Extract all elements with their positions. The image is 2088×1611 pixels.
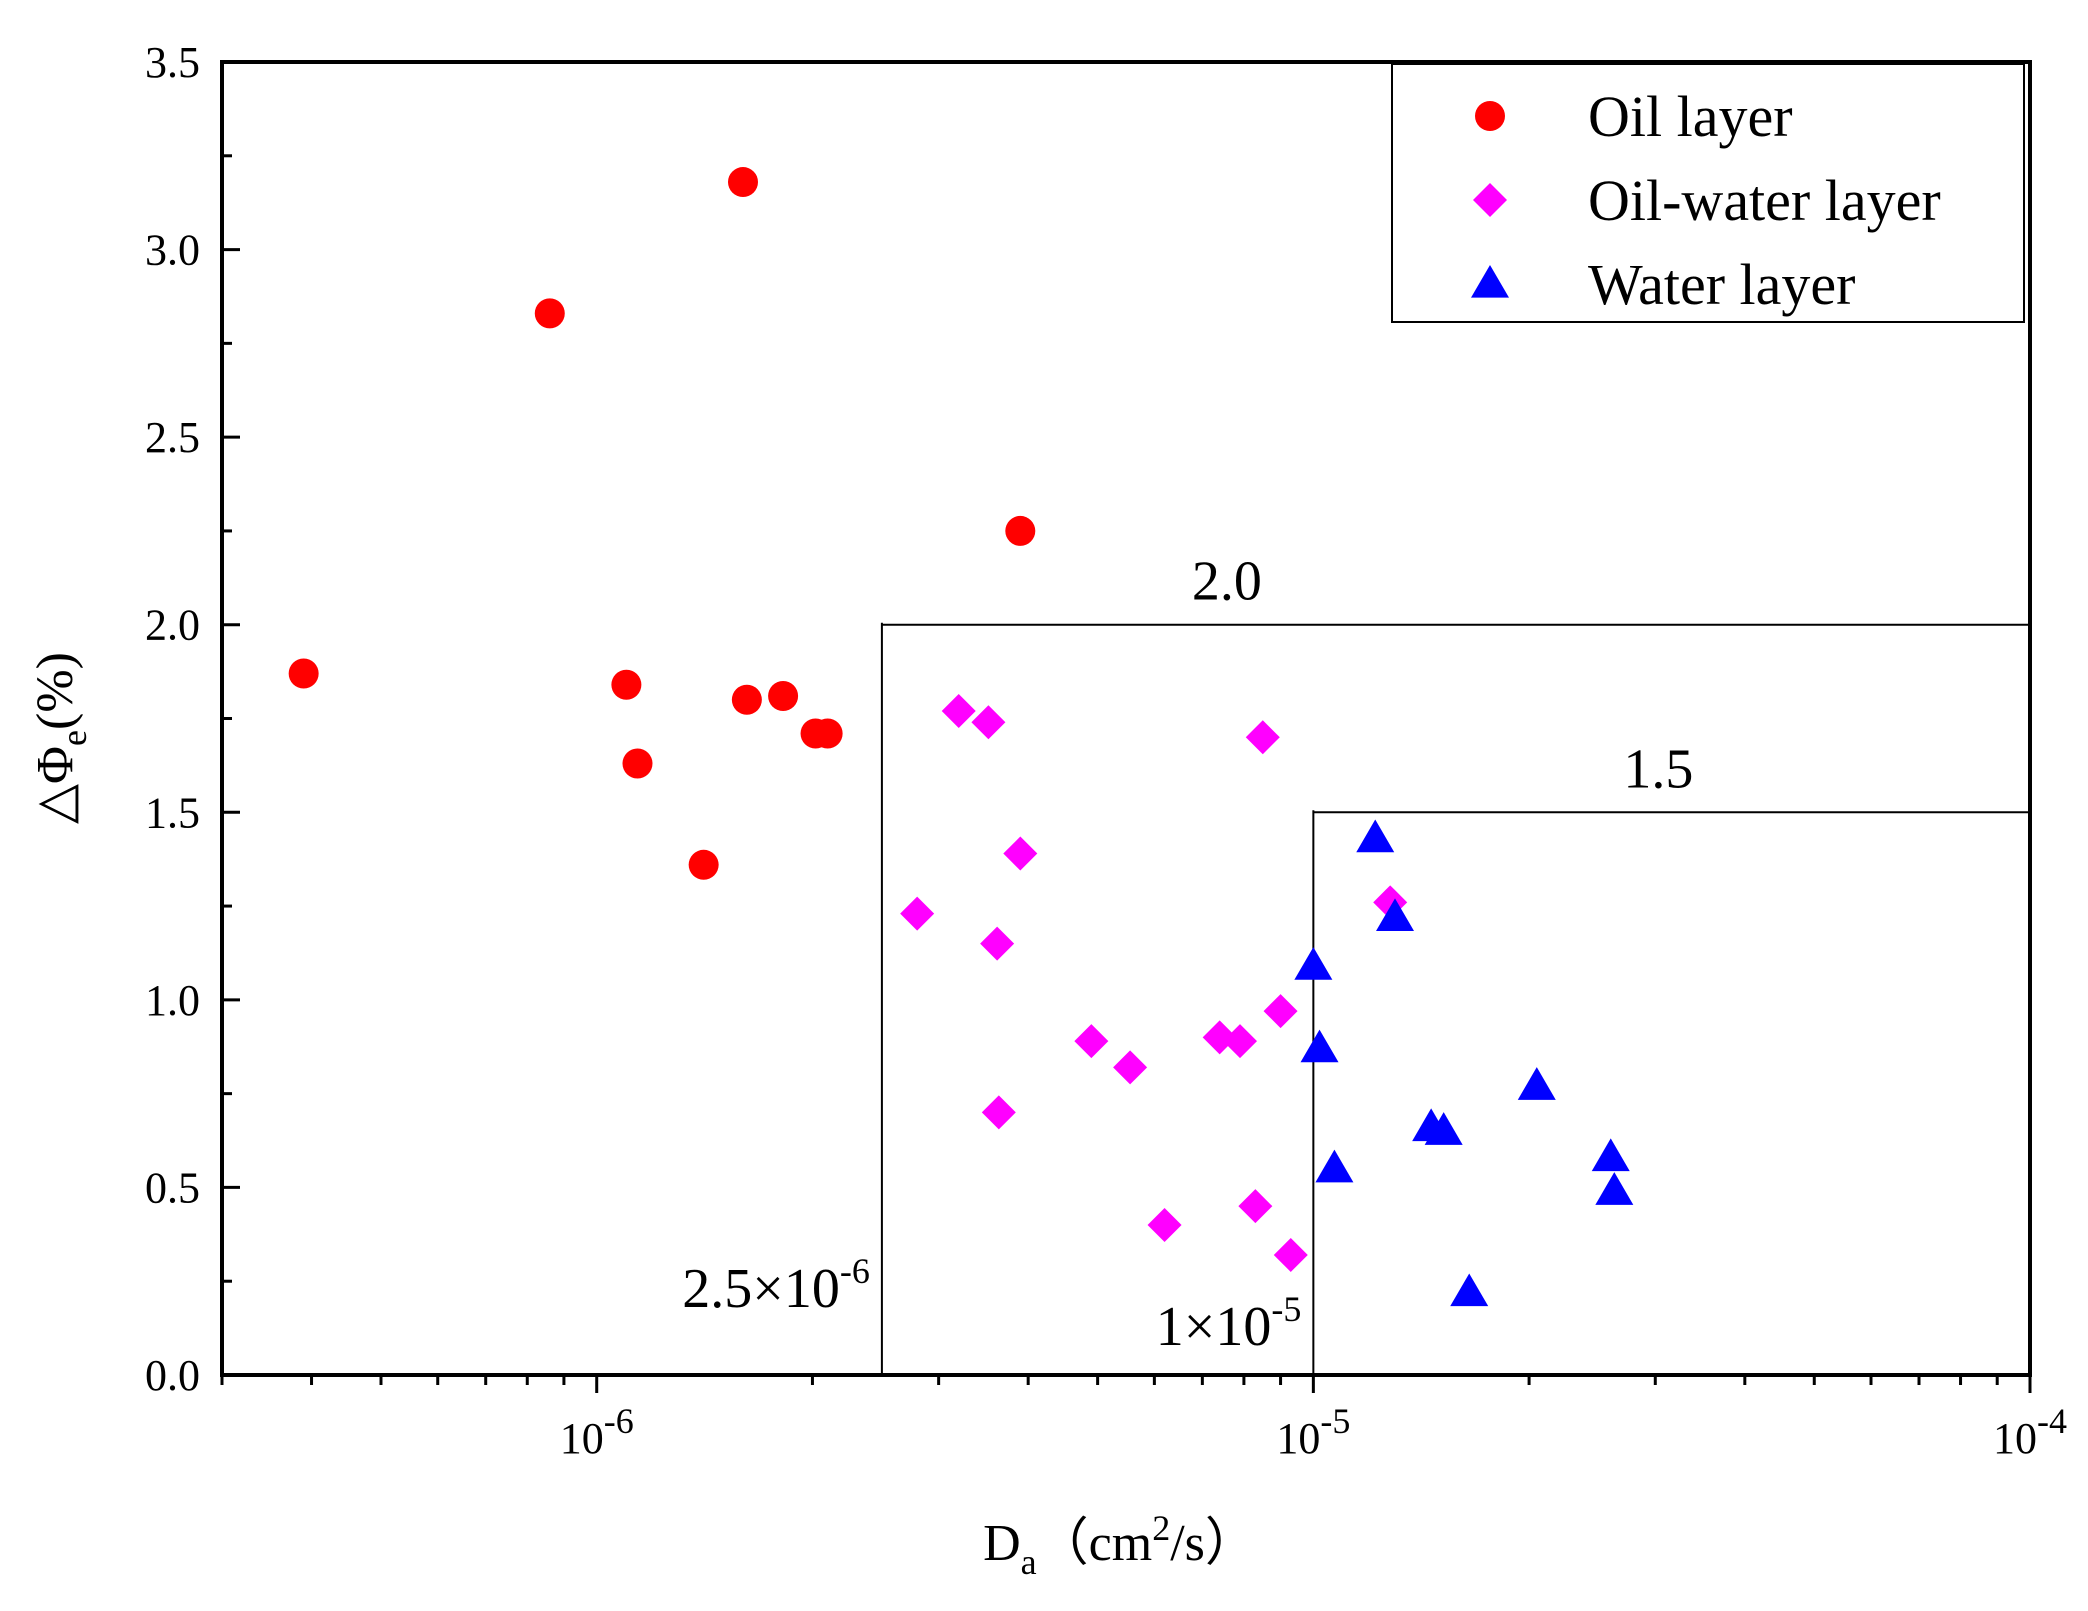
guide-top-label: 2.0 <box>1192 551 1262 613</box>
x-tick-base: 10 <box>1993 1414 2037 1463</box>
data-points <box>288 167 1634 1307</box>
water-layer-point <box>1294 947 1333 980</box>
oil-water-layer-point <box>1238 1189 1273 1224</box>
x-axis-title: Da（cm2/s） <box>983 1508 1257 1582</box>
x-axis-title-unit-close: /s） <box>1170 1515 1257 1572</box>
oil-layer-point <box>611 669 642 700</box>
guide-x-label: 2.5×10-6 <box>682 1251 870 1320</box>
y-tick-label: 2.0 <box>145 601 200 650</box>
y-axis-ticks: 0.0 0.5 1.0 1.5 2.0 2.5 3.0 3.5 <box>145 38 240 1400</box>
guide-x-label: 1×10-5 <box>1156 1289 1302 1358</box>
oil-water-layer-point <box>1074 1024 1109 1059</box>
oil-layer-point <box>727 167 758 198</box>
legend-oil-water-layer-label: Oil-water layer <box>1588 168 1941 233</box>
guide-top-label: 1.5 <box>1623 738 1693 800</box>
oil-water-layer-point <box>900 896 935 931</box>
legend-water-layer-label: Water layer <box>1588 252 1855 317</box>
guide-x-label-mantissa: 1×10 <box>1156 1296 1272 1358</box>
oil-water-layer-point <box>1003 836 1038 871</box>
oil-water-layer-point <box>971 705 1006 740</box>
oil-layer-point <box>534 298 565 329</box>
x-tick-exponent: -5 <box>1320 1401 1350 1441</box>
x-tick-exponent: -6 <box>604 1401 634 1441</box>
water-layer-point <box>1595 1172 1634 1205</box>
guide-x-label-exponent: -5 <box>1271 1289 1301 1329</box>
y-tick-label: 1.5 <box>145 788 200 837</box>
x-tick-label: 10-4 <box>1993 1401 2067 1463</box>
x-tick-label: 10-5 <box>1276 1401 1350 1463</box>
y-tick-label: 1.0 <box>145 976 200 1025</box>
oil-water-layer-point <box>980 926 1015 961</box>
legend: Oil layer Oil-water layer Water layer <box>1391 63 2025 323</box>
guide-x-label-exponent: -6 <box>840 1251 870 1291</box>
water-layer-point <box>1517 1067 1556 1100</box>
legend-water-layer-marker <box>1471 265 1509 298</box>
water-layer-point <box>1450 1273 1489 1307</box>
x-tick-base: 10 <box>560 1414 604 1463</box>
legend-oil-water-layer-marker <box>1473 183 1507 217</box>
oil-layer-point <box>768 680 799 711</box>
legend-oil-layer-label: Oil layer <box>1588 84 1793 149</box>
x-axis-title-main: D <box>983 1515 1021 1572</box>
oil-water-layer-point <box>1273 1237 1308 1272</box>
y-tick-label: 0.5 <box>145 1163 200 1212</box>
plot-frame <box>220 60 2032 1377</box>
oil-water-layer-point <box>1113 1050 1148 1085</box>
oil-water-layer-point <box>981 1095 1016 1130</box>
x-axis-title-unit-open: （cm <box>1037 1515 1153 1572</box>
y-axis-title-subscript: e <box>54 730 94 746</box>
oil-layer-point <box>1005 515 1036 546</box>
oil-water-layer-point <box>1222 1024 1257 1059</box>
x-axis-title-subscript: a <box>1021 1542 1037 1582</box>
oil-layer-point <box>812 718 843 749</box>
water-layer-point <box>1424 1112 1463 1145</box>
oil-water-layer-point <box>1147 1207 1182 1242</box>
y-tick-label: 3.0 <box>145 226 200 275</box>
oil-layer-point <box>688 849 719 880</box>
x-tick-exponent: -4 <box>2037 1401 2067 1441</box>
oil-water-layer-point <box>941 693 976 728</box>
water-layer-point <box>1356 819 1395 853</box>
oil-layer-point <box>731 684 762 715</box>
water-layer-point <box>1591 1138 1630 1172</box>
oil-layer-point <box>288 658 319 689</box>
y-axis-title-prefix: △Φ <box>27 746 84 824</box>
x-tick-base: 10 <box>1276 1414 1320 1463</box>
threshold-guides: 2.0 2.5×10-6 1.5 1×10-5 <box>682 551 2030 1375</box>
oil-layer-point <box>622 748 653 779</box>
x-tick-label: 10-6 <box>560 1401 634 1463</box>
y-tick-label: 2.5 <box>145 413 200 462</box>
svg-text:△Φe(%): △Φe(%) <box>27 652 94 824</box>
legend-oil-layer-marker <box>1475 101 1505 131</box>
guide-x-label-mantissa: 2.5×10 <box>682 1258 840 1320</box>
water-layer-point <box>1376 898 1415 932</box>
y-axis-title: △Φe(%) <box>27 652 94 824</box>
svg-text:Da（cm2/s）: Da（cm2/s） <box>983 1508 1257 1582</box>
water-layer-point <box>1300 1029 1339 1063</box>
oil-water-layer-point <box>1245 720 1280 755</box>
x-axis-title-unit-superscript: 2 <box>1152 1508 1170 1548</box>
x-axis-ticks: 10-6 10-5 10-4 <box>560 1375 2067 1463</box>
y-axis-title-unit: (%) <box>27 652 84 730</box>
water-layer-point <box>1315 1149 1354 1183</box>
oil-water-layer-point <box>1263 994 1298 1029</box>
y-tick-label: 0.0 <box>145 1351 200 1400</box>
y-tick-label: 3.5 <box>145 38 200 87</box>
